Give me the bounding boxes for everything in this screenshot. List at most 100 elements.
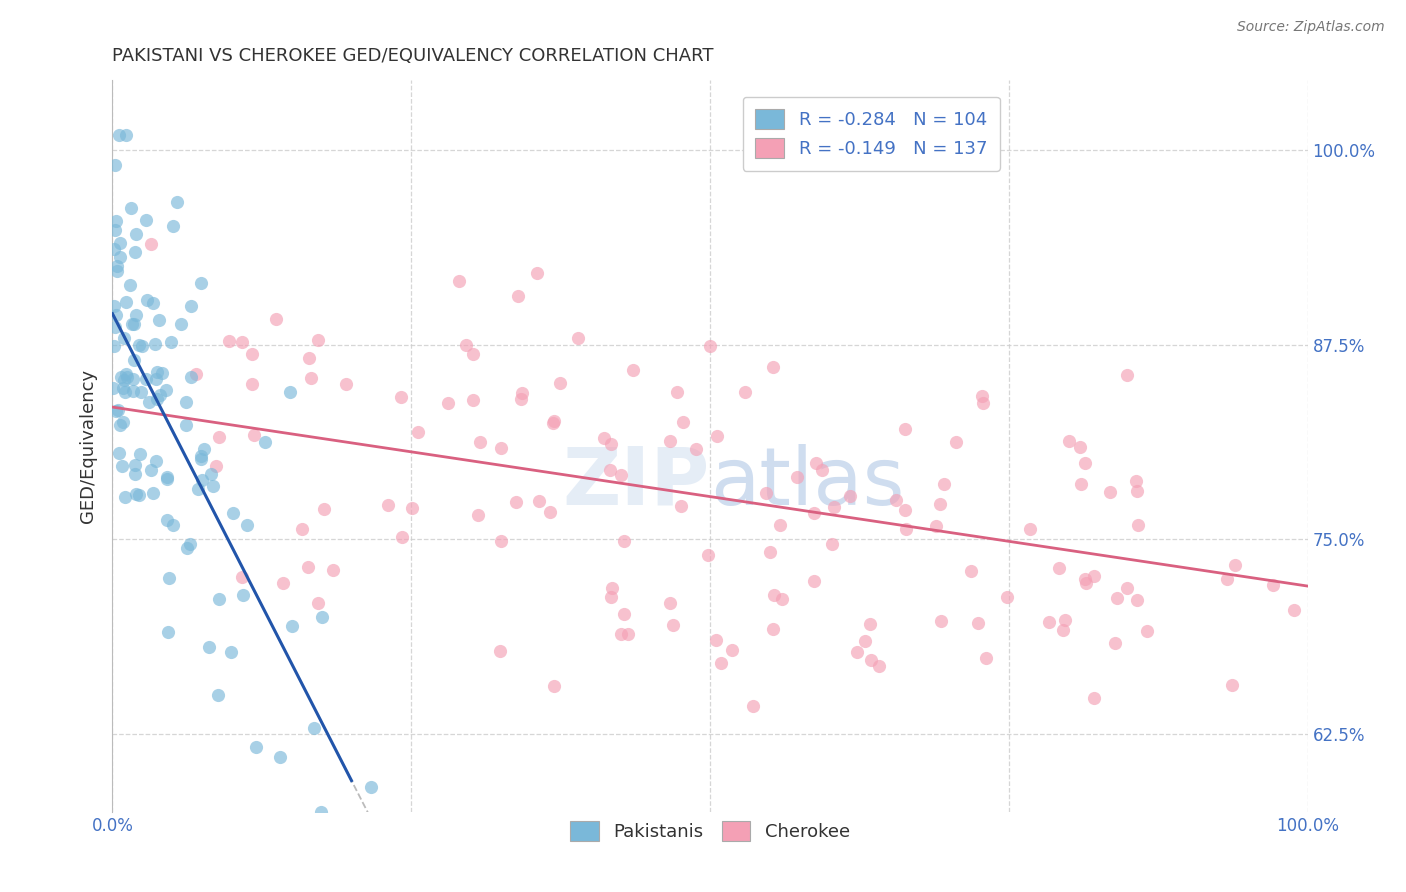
Point — [377, 498, 399, 512]
Point — [548, 376, 571, 391]
Point — [103, 242, 125, 256]
Point — [489, 644, 512, 658]
Point — [1136, 624, 1159, 638]
Point — [114, 490, 136, 504]
Point — [190, 474, 212, 488]
Point — [110, 235, 132, 250]
Point — [997, 590, 1019, 604]
Point — [112, 331, 135, 345]
Point — [970, 389, 993, 403]
Point — [966, 615, 988, 630]
Y-axis label: GED/Equivalency: GED/Equivalency — [79, 369, 97, 523]
Point — [269, 749, 291, 764]
Point — [391, 391, 413, 405]
Point — [243, 428, 266, 442]
Point — [734, 384, 756, 399]
Point — [758, 545, 780, 559]
Point — [846, 645, 869, 659]
Point — [142, 296, 165, 310]
Point — [135, 213, 157, 227]
Point — [1059, 434, 1081, 448]
Point — [543, 679, 565, 693]
Point — [107, 402, 129, 417]
Point — [104, 223, 127, 237]
Point — [114, 368, 136, 382]
Point — [1052, 623, 1074, 637]
Point — [662, 618, 685, 632]
Point — [200, 467, 222, 481]
Point — [786, 469, 808, 483]
Point — [115, 370, 138, 384]
Point — [672, 416, 695, 430]
Point — [309, 805, 332, 819]
Point — [510, 385, 533, 400]
Point — [543, 414, 565, 428]
Text: ZIP: ZIP — [562, 443, 710, 522]
Point — [461, 347, 484, 361]
Point — [1098, 484, 1121, 499]
Point — [312, 502, 335, 516]
Point — [391, 530, 413, 544]
Point — [281, 619, 304, 633]
Point — [859, 616, 882, 631]
Point — [505, 495, 527, 509]
Point — [770, 592, 793, 607]
Point — [103, 299, 125, 313]
Point — [1083, 691, 1105, 706]
Point — [721, 643, 744, 657]
Point — [120, 201, 142, 215]
Point — [150, 366, 173, 380]
Point — [111, 415, 134, 429]
Point — [929, 497, 952, 511]
Point — [157, 571, 180, 585]
Point — [600, 581, 623, 595]
Point — [108, 250, 131, 264]
Point — [101, 381, 124, 395]
Point — [207, 688, 229, 702]
Point — [105, 404, 128, 418]
Point — [240, 377, 263, 392]
Point — [1038, 615, 1060, 629]
Point — [803, 506, 825, 520]
Point — [307, 333, 329, 347]
Point — [174, 417, 197, 432]
Point — [839, 489, 862, 503]
Point — [190, 452, 212, 467]
Point — [610, 468, 633, 483]
Point — [138, 395, 160, 409]
Point — [454, 338, 477, 352]
Point — [335, 377, 357, 392]
Point — [114, 385, 136, 400]
Point — [742, 698, 765, 713]
Point — [685, 442, 707, 456]
Point — [187, 482, 209, 496]
Point — [600, 436, 623, 450]
Point — [298, 351, 321, 365]
Point — [291, 522, 314, 536]
Point — [1216, 572, 1239, 586]
Point — [704, 633, 727, 648]
Point — [755, 486, 778, 500]
Point — [111, 381, 134, 395]
Point — [821, 536, 844, 550]
Point — [1125, 474, 1147, 488]
Point — [240, 347, 263, 361]
Point — [128, 447, 150, 461]
Point — [170, 317, 193, 331]
Text: PAKISTANI VS CHEROKEE GED/EQUIVALENCY CORRELATION CHART: PAKISTANI VS CHEROKEE GED/EQUIVALENCY CO… — [112, 47, 714, 65]
Point — [1126, 518, 1149, 533]
Point — [148, 313, 170, 327]
Point — [1104, 636, 1126, 650]
Point — [108, 128, 131, 142]
Point — [929, 614, 952, 628]
Point — [311, 610, 333, 624]
Point — [406, 425, 429, 439]
Point — [180, 369, 202, 384]
Point — [609, 627, 631, 641]
Point — [1116, 368, 1139, 382]
Point — [202, 478, 225, 492]
Point — [157, 624, 180, 639]
Point — [125, 487, 148, 501]
Point — [125, 227, 148, 242]
Point — [198, 640, 221, 654]
